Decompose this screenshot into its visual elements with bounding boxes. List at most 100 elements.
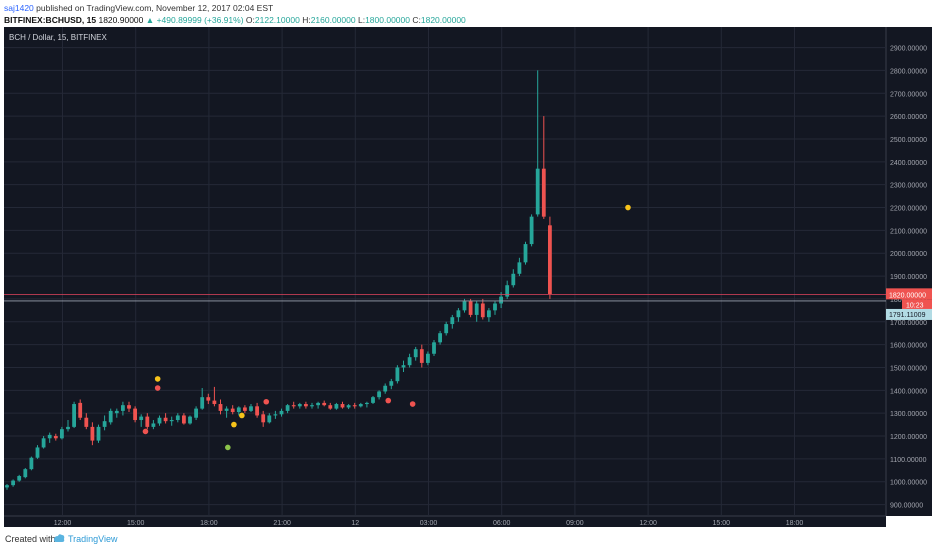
symbol-name: BITFINEX:BCHUSD, 15 — [4, 15, 97, 25]
candle-body — [236, 407, 241, 413]
last-price-label: 1820.00000 — [889, 292, 926, 299]
candle-body — [346, 405, 351, 408]
x-tick-label: 12:00 — [54, 520, 72, 527]
candle-body — [200, 397, 205, 409]
candle-body — [304, 404, 308, 407]
candle-body — [206, 397, 211, 401]
y-tick-label: 2700.00000 — [890, 91, 927, 98]
x-tick-label: 06:00 — [493, 520, 511, 527]
y-tick-label: 2500.00000 — [890, 137, 927, 144]
candle-body — [139, 416, 144, 421]
candle-body — [145, 416, 150, 427]
candle-body — [419, 349, 424, 363]
candle-body — [487, 310, 491, 318]
candle-body — [224, 408, 229, 411]
chart-title: BCH / Dollar, 15, BITFINEX — [9, 33, 107, 42]
candle-body — [529, 216, 534, 245]
up-arrow-icon: ▲ — [145, 15, 155, 25]
y-tick-label: 2000.00000 — [890, 251, 927, 258]
candle-body — [474, 303, 479, 315]
x-tick-label: 18:00 — [786, 520, 804, 527]
candle-body — [432, 342, 436, 354]
signal-dot — [263, 398, 270, 405]
candle-body — [456, 310, 461, 318]
close-value: 1820.00000 — [420, 15, 466, 25]
y-tick-label: 2200.00000 — [890, 206, 927, 213]
candle-body — [505, 285, 510, 297]
y-tick-label: 1300.00000 — [890, 411, 927, 418]
y-tick-label: 1200.00000 — [890, 434, 927, 441]
signal-dot — [154, 385, 161, 391]
candle-body — [535, 168, 540, 215]
candle-body — [163, 417, 168, 422]
x-tick-label: 03:00 — [420, 520, 438, 527]
candle-body — [175, 415, 180, 421]
candle-body — [5, 485, 9, 488]
candle-body — [169, 420, 174, 422]
candle-body — [121, 405, 125, 411]
candle-body — [365, 402, 369, 405]
signal-dot — [385, 397, 392, 404]
candle-body — [127, 405, 131, 409]
tradingview-logo-icon[interactable] — [52, 531, 66, 547]
candle-body — [450, 317, 455, 325]
candle-body — [78, 402, 83, 418]
y-tick-label: 1700.00000 — [890, 320, 927, 327]
candle-body — [517, 262, 522, 274]
candle-body — [334, 404, 339, 409]
y-tick-label: 2600.00000 — [890, 114, 927, 121]
candle-body — [316, 402, 320, 406]
candle-body — [371, 397, 375, 403]
y-tick-label: 1100.00000 — [890, 457, 927, 464]
candle-body — [261, 414, 266, 423]
candle-body — [541, 168, 546, 217]
y-tick-label: 1400.00000 — [890, 388, 927, 395]
candle-body — [114, 410, 119, 414]
x-tick-label: 21:00 — [273, 520, 291, 527]
countdown-label-bg — [902, 299, 932, 310]
last-price: 1820.90000 — [98, 15, 144, 25]
y-tick-label: 1000.00000 — [890, 480, 927, 487]
author-link[interactable]: saj1420 — [4, 3, 34, 13]
y-tick-label: 1900.00000 — [890, 274, 927, 281]
signal-dot — [142, 428, 149, 435]
candle-body — [108, 410, 113, 423]
time-axis[interactable] — [4, 516, 886, 527]
price-axis[interactable] — [886, 27, 932, 516]
candle-body — [84, 417, 89, 427]
y-tick-label: 2100.00000 — [890, 228, 927, 235]
candle-body — [96, 426, 101, 441]
candle-body — [230, 408, 235, 413]
plot-area — [4, 27, 886, 516]
candle-body — [182, 415, 186, 424]
candle-body — [249, 406, 253, 411]
candle-body — [426, 353, 430, 363]
symbol-legend: BITFINEX:BCHUSD, 15 1820.90000 ▲ +490.89… — [4, 15, 466, 25]
tradingview-link[interactable]: TradingView — [68, 534, 118, 544]
price-chart[interactable]: 900.00000 1000.00000 1100.00000 1200.00000 1… — [0, 27, 932, 528]
candle-body — [194, 408, 198, 418]
crosshair-label-bg — [886, 308, 932, 320]
candle-body — [35, 447, 40, 458]
candle-body — [352, 405, 357, 407]
signal-dot — [231, 421, 237, 428]
x-tick-label: 12:00 — [639, 520, 657, 527]
candle-body — [444, 324, 449, 334]
candle-body — [157, 417, 162, 424]
high-value: 2160.00000 — [310, 15, 356, 25]
y-tick-label: 1500.00000 — [890, 365, 927, 372]
candle-body — [499, 296, 503, 304]
candle-body — [53, 436, 58, 439]
signal-dot — [625, 204, 631, 211]
publish-info: saj1420 published on TradingView.com, No… — [4, 3, 273, 13]
candle-body — [47, 434, 52, 439]
crosshair-label: 1791.11009 — [889, 312, 926, 319]
candle-body — [395, 367, 400, 382]
candle-body — [468, 301, 473, 315]
candle-body — [322, 402, 327, 406]
x-tick-label: 09:00 — [566, 520, 584, 527]
candle-body — [17, 476, 22, 481]
y-tick-label: 900.00000 — [890, 503, 923, 510]
candle-body — [328, 405, 333, 409]
candle-body — [401, 365, 406, 368]
